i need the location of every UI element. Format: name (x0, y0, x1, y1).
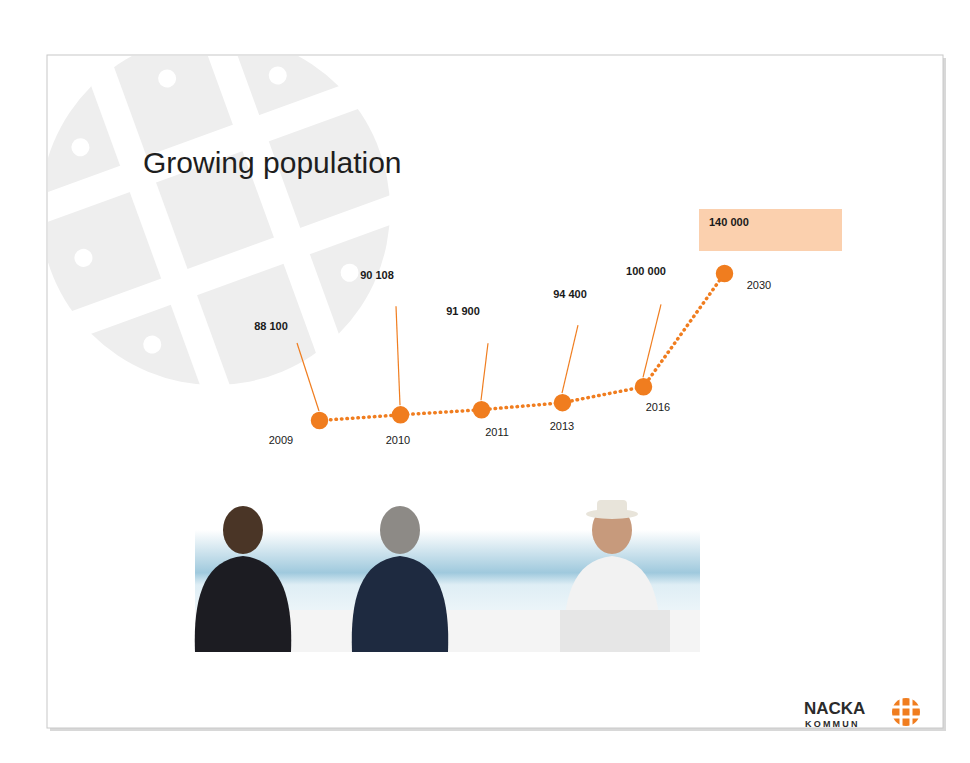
svg-text:NACKA: NACKA (804, 699, 865, 718)
svg-text:90 108: 90 108 (360, 269, 394, 281)
svg-text:140 000: 140 000 (709, 216, 749, 228)
svg-text:91 900: 91 900 (446, 305, 480, 317)
svg-text:100 000: 100 000 (626, 265, 666, 277)
svg-text:2011: 2011 (485, 426, 509, 438)
html-text:Growing population: Growing population (143, 146, 402, 179)
svg-text:KOMMUN: KOMMUN (805, 719, 860, 729)
svg-text:2013: 2013 (550, 420, 574, 432)
svg-text:2010: 2010 (386, 434, 410, 446)
svg-text:2009: 2009 (269, 434, 293, 446)
svg-text:88 100: 88 100 (254, 320, 288, 332)
svg-text:2030: 2030 (747, 279, 771, 291)
svg-text:2016: 2016 (646, 401, 670, 413)
svg-text:94 400: 94 400 (553, 288, 587, 300)
